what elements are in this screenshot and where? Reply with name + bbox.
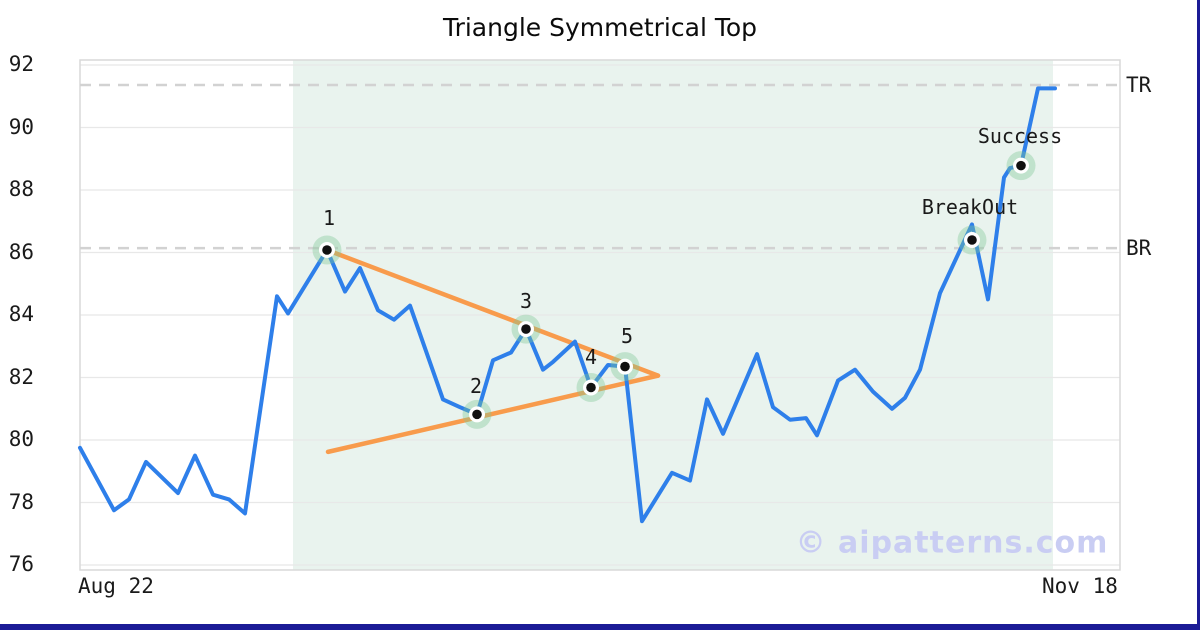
y-tick-label: 78	[8, 489, 34, 514]
marker-dot-3	[521, 324, 531, 334]
y-tick-label: 76	[8, 552, 34, 576]
right-accent-edge	[1197, 0, 1200, 630]
lower-trendline	[325, 373, 661, 455]
y-tick-label: 80	[8, 427, 34, 451]
annotation-label-2: 2	[469, 374, 483, 398]
annotation-label-4: 4	[584, 345, 598, 369]
marker-dot-success	[1016, 160, 1026, 171]
br-level-label: BR	[1126, 236, 1152, 261]
annotation-label-3: 3	[519, 289, 533, 313]
annotation-label-5: 5	[620, 324, 634, 348]
annotation-label-breakout: BreakOut	[921, 195, 1019, 219]
y-tick-label: 88	[8, 177, 34, 201]
plot-border	[79, 59, 1121, 571]
watermark: © aipatterns.com	[795, 525, 1109, 561]
y-tick-label: 92	[8, 52, 34, 76]
y-tick-label: 90	[8, 114, 34, 139]
annotation-label-1: 1	[322, 206, 336, 230]
y-tick-label: 86	[8, 239, 34, 264]
tr-level-label: TR	[1126, 73, 1152, 97]
marker-dot-breakout	[967, 235, 977, 245]
annotation-label-success: Success	[977, 124, 1063, 148]
upper-trendline	[324, 247, 661, 378]
marker-dot-2	[472, 409, 482, 420]
x-axis-start-label: Aug 22	[78, 574, 154, 598]
x-axis-end-label: Nov 18	[1042, 574, 1118, 598]
y-tick-label: 84	[8, 302, 34, 326]
y-tick-label: 82	[8, 364, 34, 389]
chart-title: Triangle Symmetrical Top	[442, 13, 758, 42]
marker-dot-1	[322, 245, 332, 255]
marker-dot-5	[620, 361, 630, 372]
marker-dot-4	[586, 382, 596, 393]
bottom-accent-bar	[0, 624, 1200, 630]
